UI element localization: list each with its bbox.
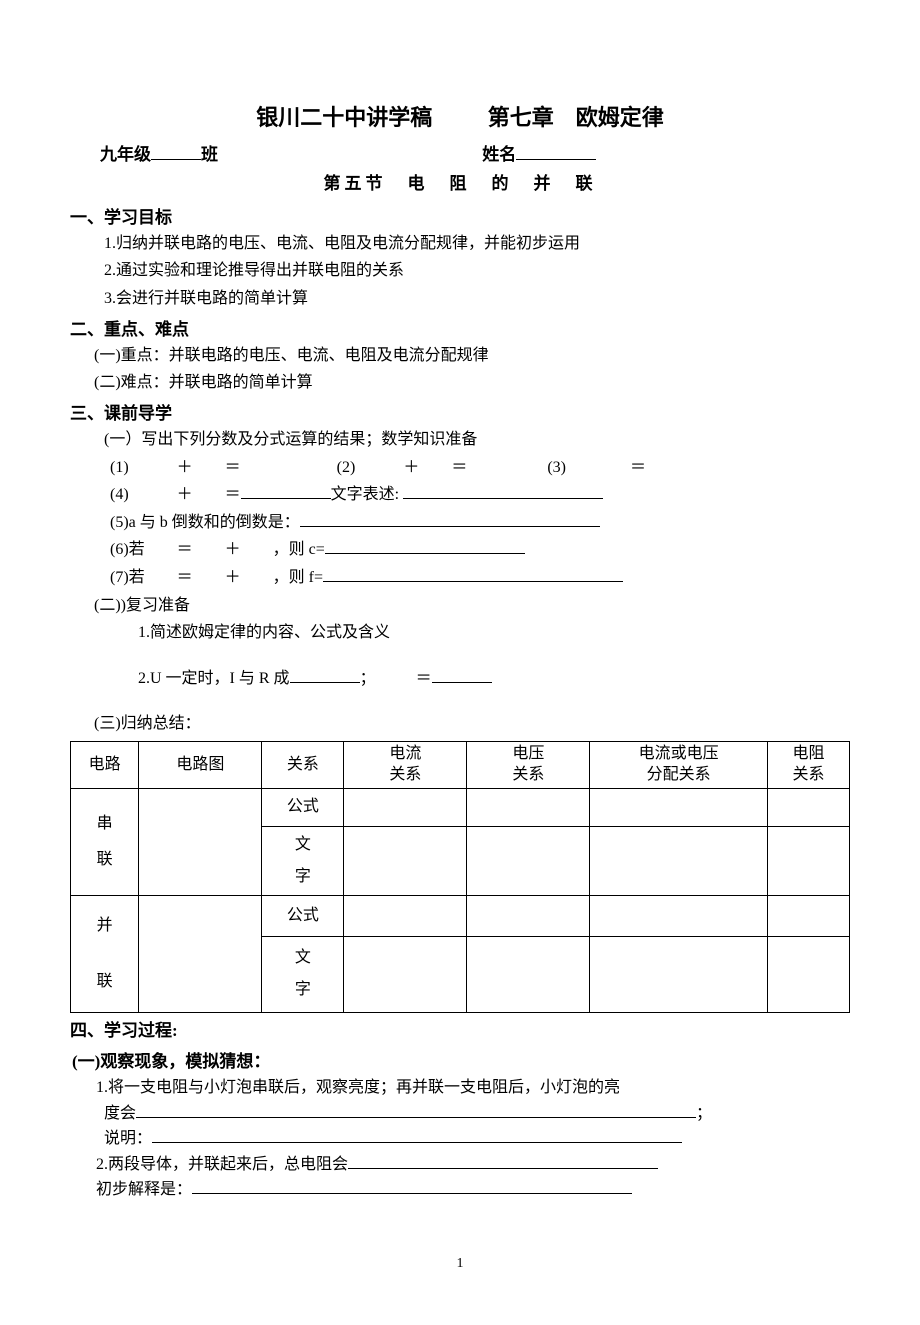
cell [767,895,849,937]
s4-q2a-prefix: 2.两段导体，并联起来后，总电阻会 [96,1156,348,1173]
blank [300,511,600,527]
name-label: 姓名 [482,141,516,168]
s4-q1b: 度会 ； [104,1101,850,1127]
s4-q1b-suffix: ； [696,1105,712,1122]
blank [192,1178,632,1194]
s3-q4-label: 文字表述: [331,486,399,503]
grade-name-line: 九年级 班 姓名 [100,141,850,168]
s3-r2-mid: ； [360,670,368,687]
school-title: 银川二十中讲学稿 [256,100,432,135]
heading-2: 二、重点、难点 [70,316,850,343]
s3-q7-prefix: (7)若 ＝ ＋ ，则 f= [110,569,323,586]
series-diagram-cell [139,788,262,895]
series-text-label: 文字 [262,826,344,895]
s3-q4: (4) ＋ ＝ 文字表述: [110,482,850,508]
chapter-title: 第七章 欧姆定律 [488,100,664,135]
grade-label: 九年级 [100,141,151,168]
cell [344,937,467,1012]
s1-item1: 1.归纳并联电路的电压、电流、电阻及电流分配规律，并能初步运用 [104,231,850,257]
s3-r1: 1.简述欧姆定律的内容、公式及含义 [138,620,850,646]
cell [467,895,590,937]
grade-blank [151,159,201,160]
th-distribution: 电流或电压分配关系 [590,742,768,789]
parallel-label: 并联 [71,895,139,1012]
blank [152,1127,682,1143]
cell [467,937,590,1012]
th-voltage: 电压关系 [467,742,590,789]
section-title: 第五节 电 阻 的 并 联 [70,170,850,197]
s4-q2a: 2.两段导体，并联起来后，总电阻会 [96,1152,850,1178]
s3-q6: (6)若 ＝ ＋ ，则 c= [110,537,850,563]
s4-q1b-prefix: 度会 [104,1105,136,1122]
page-number: 1 [70,1253,850,1275]
blank [323,566,623,582]
s4-q2b-prefix: 初步解释是： [96,1181,192,1198]
s1-item3: 3.会进行并联电路的简单计算 [104,286,850,312]
s3-r2-eq: ＝ [416,670,432,687]
series-label: 串联 [71,788,139,895]
cell [767,826,849,895]
blank [241,483,331,499]
s4-q1c: 说明： [104,1126,850,1152]
cell [590,895,768,937]
s4-q2b: 初步解释是： [96,1177,850,1203]
cell [467,826,590,895]
s3-q5: (5)a 与 b 倒数和的倒数是： [110,510,850,536]
s2-item1: (一)重点：并联电路的电压、电流、电阻及电流分配规律 [94,343,850,369]
s3-q4-prefix: (4) ＋ ＝ [110,486,241,503]
th-relation: 关系 [262,742,344,789]
cell [590,826,768,895]
s3-q6-prefix: (6)若 ＝ ＋ ，则 c= [110,541,325,558]
s4-sub-heading: (一)观察现象，模拟猜想： [72,1048,850,1075]
th-diagram: 电路图 [139,742,262,789]
s2-item2: (二)难点：并联电路的简单计算 [94,370,850,396]
class-suffix: 班 [201,145,218,164]
parallel-formula-label: 公式 [262,895,344,937]
s4-q1a: 1.将一支电阻与小灯泡串联后，观察亮度；再并联一支电阻后，小灯泡的亮 [96,1075,850,1101]
heading-1: 一、学习目标 [70,204,850,231]
blank [136,1102,696,1118]
s3-q1: (1) ＋ ＝ (2) ＋ ＝ (3) ＝ [110,455,850,481]
heading-4: 四、学习过程: [70,1017,850,1044]
doc-title-line: 银川二十中讲学稿 第七章 欧姆定律 [70,100,850,135]
cell [767,788,849,826]
cell [590,937,768,1012]
blank [325,538,525,554]
cell [344,826,467,895]
blank [432,667,492,683]
s3-part1-label: (一）写出下列分数及分式运算的结果；数学知识准备 [104,427,850,453]
table-header-row: 电路 电路图 关系 电流关系 电压关系 电流或电压分配关系 电阻关系 [71,742,850,789]
s4-q1c-prefix: 说明： [104,1130,152,1147]
th-current: 电流关系 [344,742,467,789]
circuit-summary-table: 电路 电路图 关系 电流关系 电压关系 电流或电压分配关系 电阻关系 串联 公式… [70,741,850,1013]
heading-3: 三、课前导学 [70,400,850,427]
s1-item2: 2.通过实验和理论推导得出并联电阻的关系 [104,258,850,284]
blank [290,667,360,683]
s3-part2-label: (二))复习准备 [94,593,850,619]
cell [467,788,590,826]
cell [590,788,768,826]
blank [348,1153,658,1169]
th-circuit: 电路 [71,742,139,789]
parallel-text-label: 文字 [262,937,344,1012]
s3-q7: (7)若 ＝ ＋ ，则 f= [110,565,850,591]
s3-q5-prefix: (5)a 与 b 倒数和的倒数是： [110,514,300,531]
parallel-diagram-cell [139,895,262,1012]
parallel-formula-row: 并联 公式 [71,895,850,937]
cell [344,788,467,826]
series-formula-label: 公式 [262,788,344,826]
s3-part3-label: (三)归纳总结： [94,711,850,737]
cell [767,937,849,1012]
s3-r2-prefix: 2.U 一定时，I 与 R 成 [138,670,290,687]
th-resistance: 电阻关系 [767,742,849,789]
name-blank [516,159,596,160]
s3-r2: 2.U 一定时，I 与 R 成 ； ＝ [138,666,850,692]
series-formula-row: 串联 公式 [71,788,850,826]
cell [344,895,467,937]
blank [403,483,603,499]
